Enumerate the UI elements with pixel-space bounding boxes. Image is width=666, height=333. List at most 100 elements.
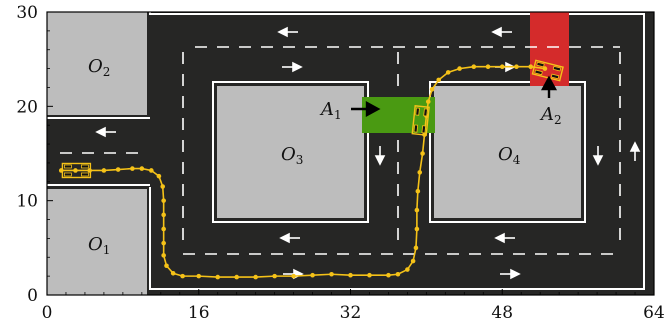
trajectory-point (471, 64, 477, 70)
trajectory-point (395, 271, 401, 277)
arrow-down-icon (592, 146, 604, 166)
trajectory-point (436, 77, 442, 83)
vehicle-wheel (552, 65, 562, 72)
area-label-a1: A1 (319, 99, 342, 122)
trajectory-point (348, 272, 353, 278)
callout-arrow-a1 (351, 100, 381, 118)
trajectory-point (445, 70, 451, 75)
y-tick-label: 30 (16, 3, 38, 23)
trajectory-point (329, 271, 334, 277)
obstacles (47, 12, 586, 295)
trajectory-point (499, 64, 505, 70)
vehicle-wheel (415, 107, 420, 116)
vehicle-end (531, 59, 564, 82)
obstacle-o1 (47, 189, 147, 295)
trajectory-point (161, 240, 166, 246)
trajectory-point (457, 66, 462, 71)
trajectory-point (115, 167, 121, 172)
vehicle-wheel (421, 125, 427, 134)
trajectory-point (161, 226, 166, 232)
arrow-left-icon (279, 232, 300, 244)
trajectory-point (130, 166, 135, 171)
lane-markings (60, 46, 621, 255)
arrow-left-icon (494, 232, 515, 244)
lot-borders (47, 12, 645, 290)
arrow-right-icon (282, 61, 303, 73)
obstacle-label-o2: O2 (88, 56, 110, 79)
y-tick-label: 0 (27, 286, 38, 306)
trajectory-point (514, 64, 519, 70)
area-label-a2: A2 (539, 104, 562, 127)
trajectory-point (156, 173, 162, 179)
obstacle-label-o1: O1 (88, 234, 110, 257)
vehicle-wheel (550, 73, 560, 80)
vehicle-body (61, 162, 92, 179)
trajectory-point (291, 273, 296, 279)
trajectory-point (87, 168, 92, 173)
trajectory-point (386, 272, 391, 278)
vehicle-body (411, 105, 430, 136)
trajectory-point (149, 168, 154, 173)
x-tick-label: 0 (42, 303, 53, 323)
vehicle-wheel (423, 108, 428, 117)
obstacle-o3 (217, 86, 364, 218)
axis-ticks: 0 16 32 48 64 0 10 20 30 (16, 3, 664, 323)
arrow-left-icon (95, 126, 116, 138)
obstacle-o2 (47, 12, 147, 115)
x-tick-label: 16 (188, 303, 210, 323)
obstacle-label-o4: O4 (498, 144, 521, 167)
vehicle-wheel (413, 124, 419, 133)
trajectory-point (410, 258, 416, 264)
arrow-left-icon (491, 26, 512, 38)
trajectory-point (253, 274, 258, 280)
trajectory-point (180, 273, 185, 279)
trajectory-point (425, 99, 431, 104)
trajectory-point (414, 226, 420, 232)
trajectory-point (429, 87, 435, 92)
trajectory-point (415, 188, 421, 194)
vehicle-wheel (534, 69, 543, 76)
x-tick-label: 32 (340, 303, 362, 323)
trajectory-point (310, 272, 315, 278)
trajectory-point (170, 271, 176, 276)
trajectory-point (405, 267, 410, 272)
obstacle-o4 (434, 86, 581, 218)
trajectory-point (417, 170, 423, 175)
vehicle-wheel (64, 164, 72, 169)
x-tick-label: 48 (491, 303, 513, 323)
vehicle-body (531, 59, 564, 82)
vehicle-mid (411, 105, 430, 136)
arrow-left-icon (277, 26, 298, 38)
trajectory-point (542, 66, 548, 71)
trajectory-point (234, 274, 239, 280)
trajectory-point (161, 198, 166, 203)
y-tick-label: 10 (16, 192, 38, 212)
trajectory-point (367, 272, 372, 278)
trajectory-point (414, 207, 420, 213)
arrow-down-icon (374, 146, 386, 166)
x-tick-label: 64 (643, 303, 665, 323)
vehicle-wheel (64, 172, 72, 177)
trajectory-point (485, 64, 491, 70)
trajectory-point (413, 245, 419, 251)
trajectory-point (272, 273, 277, 279)
vehicle-wheel (81, 164, 89, 169)
trajectory-point (73, 168, 78, 173)
obstacle-label-o3: O3 (281, 144, 303, 167)
callout-arrow-a2 (540, 75, 558, 98)
trajectory-point (528, 64, 534, 70)
trajectory (58, 64, 548, 280)
vehicle-start (61, 162, 92, 179)
trajectory-point (160, 184, 166, 189)
trajectory-point (139, 166, 145, 171)
y-tick-label: 20 (16, 97, 38, 117)
arrow-right-icon (500, 268, 521, 280)
obstacle-o3-border (212, 81, 369, 223)
vehicle-wheel (536, 61, 545, 68)
vehicle-wheel (81, 172, 89, 177)
trajectory-point (161, 253, 166, 258)
trajectory-point (101, 168, 107, 173)
trajectory-point (215, 274, 221, 280)
trajectory-point (164, 263, 169, 269)
